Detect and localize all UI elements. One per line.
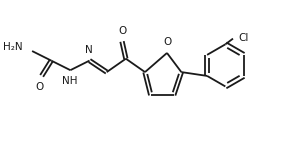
Text: H₂N: H₂N xyxy=(3,42,23,52)
Text: O: O xyxy=(36,82,44,92)
Text: O: O xyxy=(164,37,172,47)
Text: Cl: Cl xyxy=(239,33,249,43)
Text: NH: NH xyxy=(62,76,77,86)
Text: O: O xyxy=(118,26,126,36)
Text: N: N xyxy=(85,45,92,55)
